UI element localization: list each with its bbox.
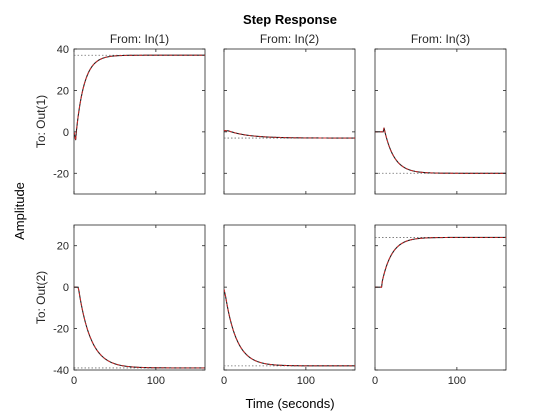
y-tick-label: 0 bbox=[63, 282, 69, 294]
response-overlay-line bbox=[224, 130, 355, 139]
chart-title: Step Response bbox=[243, 12, 337, 27]
x-tick-label: 0 bbox=[221, 375, 227, 387]
subplot-r2-c2: 0 100 bbox=[221, 224, 356, 387]
subplot-r2-c1: 0 100 -40 -20 0 20 bbox=[53, 224, 206, 387]
subplot-r1-c3 bbox=[374, 48, 507, 195]
x-tick-label: 100 bbox=[147, 375, 165, 387]
axes-frame bbox=[73, 224, 206, 371]
column-label-2: From: In(2) bbox=[260, 32, 319, 46]
axes-frame bbox=[374, 48, 507, 195]
subplot-r1-c2 bbox=[223, 48, 356, 195]
y-tick-label: 0 bbox=[63, 127, 69, 139]
x-tick-label: 100 bbox=[297, 375, 315, 387]
y-tick-label: -20 bbox=[53, 168, 69, 180]
y-tick-label: 40 bbox=[57, 44, 69, 56]
y-axis-label: Amplitude bbox=[12, 182, 27, 240]
y-tick-label: -40 bbox=[53, 365, 69, 377]
axes-frame bbox=[223, 48, 356, 195]
column-label-3: From: In(3) bbox=[411, 32, 470, 46]
x-axis-label: Time (seconds) bbox=[245, 396, 334, 411]
row-labels: To: Out(1) To: Out(2) bbox=[34, 95, 48, 324]
y-tick-label: 20 bbox=[57, 241, 69, 253]
y-tick-label: 20 bbox=[57, 85, 69, 97]
x-tick-label: 0 bbox=[372, 375, 378, 387]
row-label-2: To: Out(2) bbox=[34, 271, 48, 324]
response-overlay-line bbox=[74, 286, 205, 369]
column-label-1: From: In(1) bbox=[110, 32, 169, 46]
x-tick-label: 0 bbox=[71, 375, 77, 387]
axes-frame bbox=[73, 48, 206, 195]
x-tick-label: 100 bbox=[448, 375, 466, 387]
axes-frame bbox=[374, 224, 507, 371]
subplot-r2-c3: 0 100 bbox=[372, 224, 507, 387]
response-overlay-line bbox=[375, 127, 506, 174]
y-tick-label: -20 bbox=[53, 324, 69, 336]
row-label-1: To: Out(1) bbox=[34, 95, 48, 148]
response-overlay-line bbox=[74, 54, 205, 141]
axes-frame bbox=[223, 224, 356, 371]
response-overlay-line bbox=[375, 236, 506, 288]
subplot-r1-c1: -20 0 20 40 bbox=[53, 44, 206, 195]
column-labels: From: In(1) From: In(2) From: In(3) bbox=[110, 32, 470, 46]
response-overlay-line bbox=[224, 289, 355, 367]
